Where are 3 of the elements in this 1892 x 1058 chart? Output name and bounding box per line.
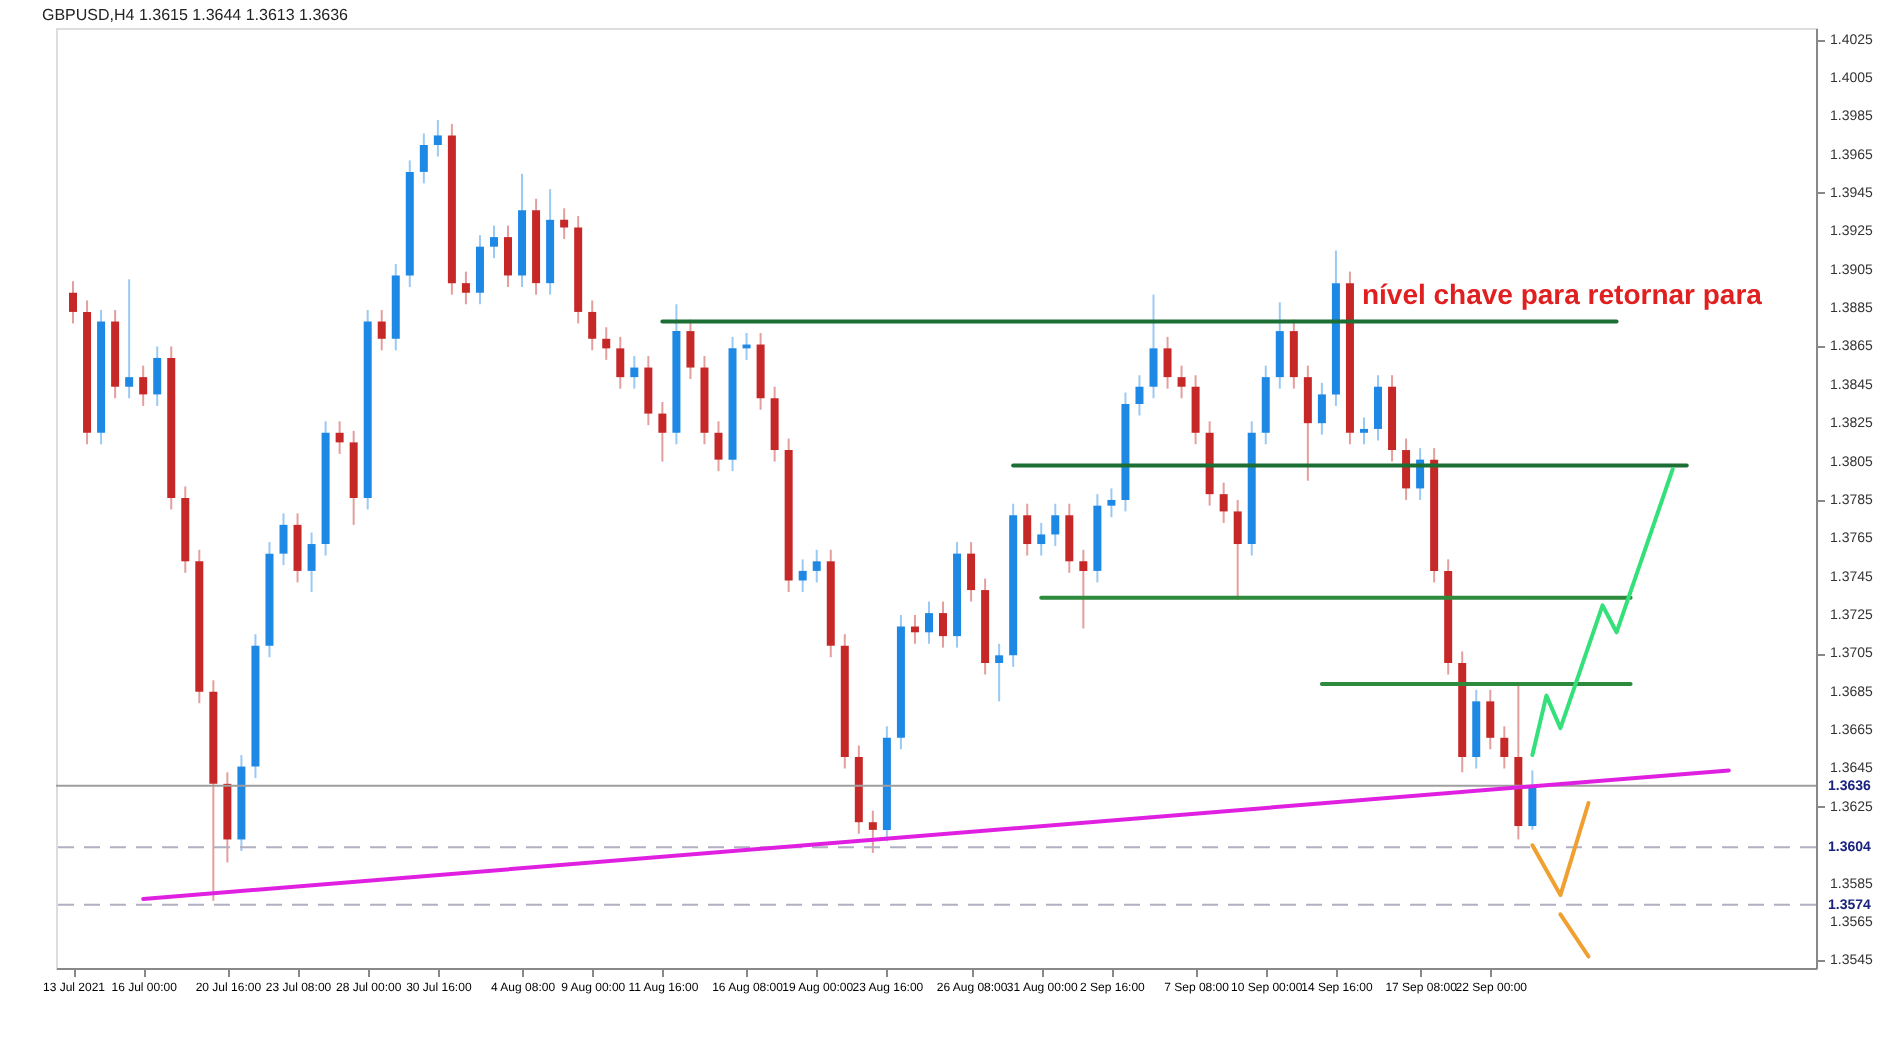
annotation: nível chave para retornar para: [1361, 277, 1763, 310]
line-series: [1530, 467, 1675, 758]
chart-title: GBPUSD,H4 1.3615 1.3644 1.3613 1.3636: [41, 6, 350, 24]
